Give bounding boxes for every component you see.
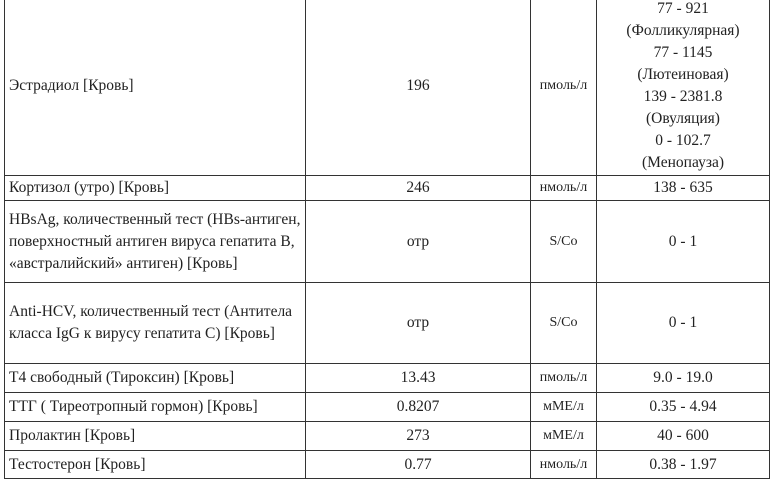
test-name-cell: Эстрадиол [Кровь] <box>4 0 306 176</box>
reference-range-line: 0.35 - 4.94 <box>649 398 717 415</box>
unit-cell: нмоль/л <box>530 175 597 201</box>
table-row: ТТГ ( Тиреотропный гормон) [Кровь] 0.8207… <box>4 392 770 422</box>
reference-range-cell: 77 - 921 (Фолликулярная) 77 - 1145 (Лютеино… <box>596 0 770 176</box>
test-name-cell: HBsAg, количественный тест (HBs-антиген,… <box>4 200 306 283</box>
reference-range-line: 0 - 102.7 <box>655 132 711 149</box>
test-name-cell: Пролактин [Кровь] <box>4 421 306 451</box>
reference-range-cell: 0.35 - 4.94 <box>596 392 770 422</box>
reference-range-line: 77 - 1145 <box>653 44 713 61</box>
reference-range-cell: 0 - 1 <box>596 282 770 364</box>
result-value-cell: 273 <box>305 421 531 451</box>
table-row: Anti-HCV, количественный тест (Антитела … <box>4 282 770 364</box>
unit-cell: S/Co <box>530 200 597 283</box>
unit-cell: нмоль/л <box>530 450 597 479</box>
reference-range-line: 138 - 635 <box>653 179 713 196</box>
reference-range-cell: 0 - 1 <box>596 200 770 283</box>
result-value-cell: отр <box>305 200 531 283</box>
reference-range-line: 139 - 2381.8 <box>643 88 723 105</box>
unit-cell: пмоль/л <box>530 0 597 176</box>
reference-range-line: 0 - 1 <box>668 232 698 250</box>
unit-cell: мМЕ/л <box>530 392 597 422</box>
table-row: T4 свободный (Тироксин) [Кровь] 13.43 пмол… <box>4 363 770 393</box>
test-name-cell: ТТГ ( Тиреотропный гормон) [Кровь] <box>4 392 306 422</box>
reference-range-line: 40 - 600 <box>657 427 709 444</box>
unit-cell: пмоль/л <box>530 363 597 393</box>
test-name-cell: Кортизол (утро) [Кровь] <box>4 175 306 201</box>
lab-results-table: Эстрадиол [Кровь] 196 пмоль/л 77 - 921 (Фолл… <box>4 0 770 479</box>
reference-range-cell: 0.38 - 1.97 <box>596 450 770 479</box>
table-row: Кортизол (утро) [Кровь] 246 нмоль/л 138 - 6… <box>4 175 770 201</box>
table-row: Пролактин [Кровь] 273 мМЕ/л 40 - 600 <box>4 421 770 451</box>
test-name-cell: T4 свободный (Тироксин) [Кровь] <box>4 363 306 393</box>
result-value-cell: 0.8207 <box>305 392 531 422</box>
reference-range-line: 0.38 - 1.97 <box>649 455 717 473</box>
table-row: Тестостерон [Кровь] 0.77 нмоль/л 0.38 - 1.9… <box>4 450 770 479</box>
reference-range-line: 9.0 - 19.0 <box>653 369 713 386</box>
test-name-cell: Anti-HCV, количественный тест (Антитела … <box>4 282 306 364</box>
table-row: Эстрадиол [Кровь] 196 пмоль/л 77 - 921 (Фолл… <box>4 0 770 176</box>
reference-range-line: 77 - 921 <box>657 0 709 17</box>
reference-range-line: (Лютеиновая) <box>637 66 729 83</box>
result-value-cell: 13.43 <box>305 363 531 393</box>
reference-range-cell: 138 - 635 <box>596 175 770 201</box>
result-value-cell: 246 <box>305 175 531 201</box>
table-row: HBsAg, количественный тест (HBs-антиген,… <box>4 200 770 283</box>
result-value-cell: 0.77 <box>305 450 531 479</box>
reference-range-line: 0 - 1 <box>668 314 698 331</box>
result-value-cell: отр <box>305 282 531 364</box>
test-name-cell: Тестостерон [Кровь] <box>4 450 306 479</box>
reference-range-line: (Менопауза) <box>642 154 724 171</box>
reference-range-line: (Овуляция) <box>646 110 720 127</box>
unit-cell: мМЕ/л <box>530 421 597 451</box>
result-value-cell: 196 <box>305 0 531 176</box>
unit-cell: S/Co <box>530 282 597 364</box>
reference-range-line: (Фолликулярная) <box>626 22 740 39</box>
reference-range-cell: 9.0 - 19.0 <box>596 363 770 393</box>
reference-range-cell: 40 - 600 <box>596 421 770 451</box>
